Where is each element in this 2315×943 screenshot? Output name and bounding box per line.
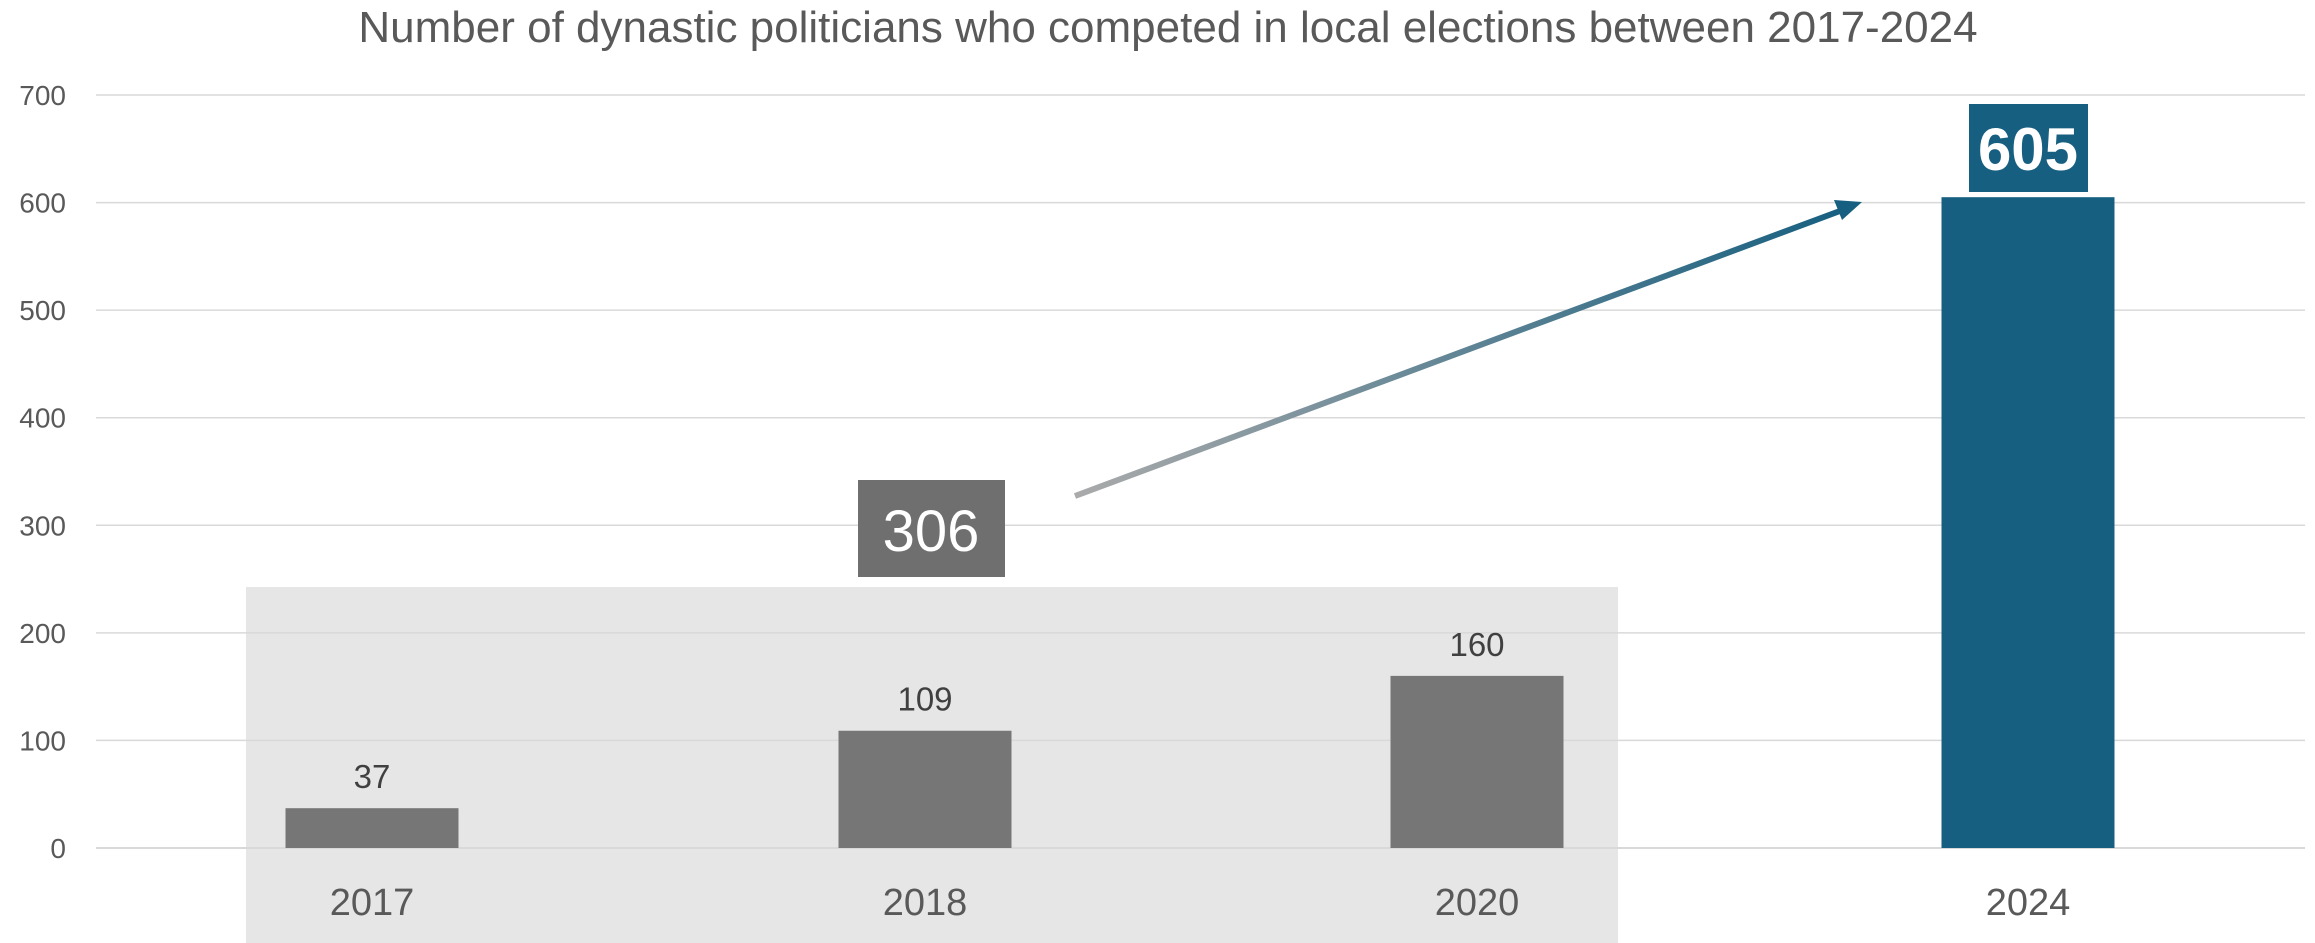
x-tick-2020: 2020: [1435, 882, 1520, 924]
y-tick-label: 400: [19, 403, 66, 434]
gridlines: [96, 94, 2305, 849]
group-total-value: 306: [883, 499, 980, 564]
bar-2024: [1941, 197, 2115, 848]
x-axis-ticks: 2017 2018 2020 2024: [330, 882, 2071, 924]
x-tick-2017: 2017: [330, 882, 415, 924]
x-tick-2024: 2024: [1986, 882, 2071, 924]
trend-arrow-head: [1834, 200, 1862, 220]
y-tick-label: 600: [19, 188, 66, 219]
y-tick-label: 0: [50, 833, 66, 864]
y-tick-label: 100: [19, 725, 66, 756]
bars: [285, 197, 2115, 848]
bar-2017: [285, 808, 459, 848]
chart-title: Number of dynastic politicians who compe…: [358, 3, 1977, 52]
y-axis-ticks: 0 100 200 300 400 500 600 700: [19, 80, 66, 864]
y-tick-label: 700: [19, 80, 66, 111]
y-tick-label: 200: [19, 618, 66, 649]
data-label-2020: 160: [1449, 626, 1504, 663]
bar-2018: [838, 730, 1012, 848]
highlight-value-callout: [1969, 104, 2088, 192]
trend-arrow: [1073, 205, 1850, 499]
y-tick-label: 500: [19, 295, 66, 326]
group-total-callout: [858, 480, 1005, 577]
bar-2020: [1390, 675, 1564, 848]
y-tick-label: 300: [19, 510, 66, 541]
x-tick-2018: 2018: [883, 882, 968, 924]
data-label-2018: 109: [897, 681, 952, 718]
highlight-value: 605: [1978, 116, 2078, 183]
data-label-2017: 37: [354, 758, 391, 795]
data-labels: 37 109 160: [354, 626, 1505, 795]
